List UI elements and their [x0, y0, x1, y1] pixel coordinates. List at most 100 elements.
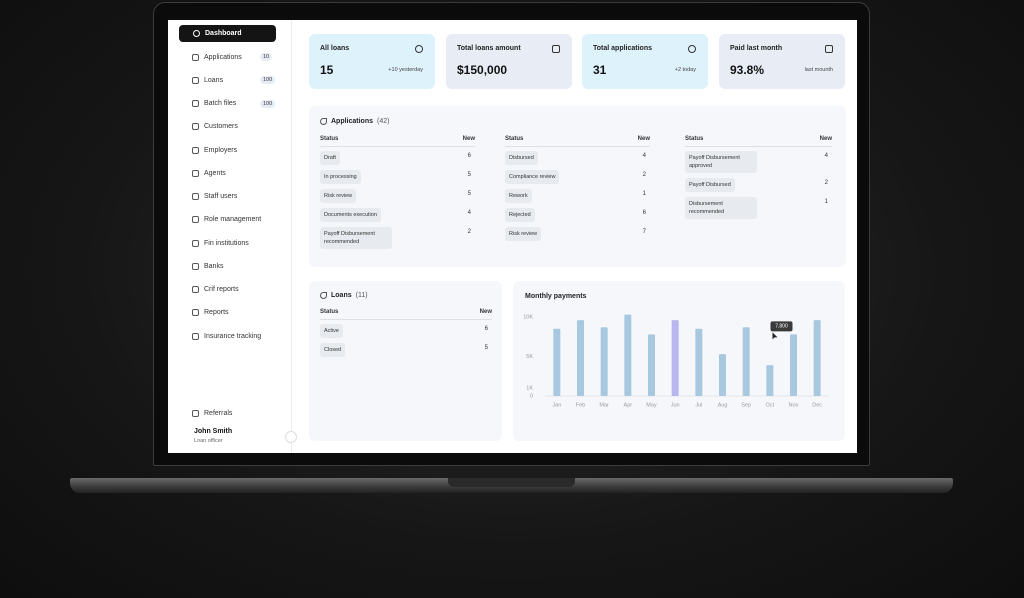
table-row: Draft 6 — [320, 151, 475, 165]
chart-panel: Monthly payments 0 1K 5K 10K Jan Feb Mar Apr May J… — [513, 281, 845, 441]
bar — [790, 334, 797, 396]
status-pill: Active — [320, 324, 343, 338]
x-tick-label: Oct — [766, 402, 775, 408]
bar — [577, 320, 584, 396]
laptop-notch — [448, 478, 575, 487]
panel-count: (42) — [377, 118, 390, 125]
status-pill: Rejected — [505, 208, 535, 222]
header-cell: Status — [505, 136, 524, 142]
sidebar: Dashboard Referrals John Smith Loan offi… — [168, 20, 297, 453]
table-row: Risk review 5 — [320, 189, 475, 203]
icon — [320, 292, 327, 299]
chart: Monthly payments 01K 5K 10K Jan Feb Mar Apr May J… — [523, 293, 829, 408]
cursor — [772, 332, 778, 340]
stat-icon — [415, 45, 423, 53]
table-row: Compliance review 2 — [505, 170, 650, 184]
icon — [192, 169, 199, 177]
user-role: Loan officer — [194, 438, 223, 444]
header-cell: New — [479, 309, 492, 315]
status-pill: Rework — [505, 189, 532, 203]
stat-icon — [552, 45, 560, 53]
x-tick-label: Apr — [624, 402, 633, 408]
icon — [192, 409, 199, 417]
nav-item[interactable]: Staff users — [192, 192, 237, 202]
y-tick-label: 1K — [526, 386, 533, 392]
table-row: Disbursement recommended 1 — [685, 197, 832, 219]
status-pill: Closed — [320, 343, 346, 357]
nav-label: Crif reports — [204, 286, 239, 293]
nav-label: Dashboard — [205, 30, 242, 37]
table-row: Risk review 7 — [505, 227, 650, 241]
header-cell: New — [819, 136, 832, 142]
icon — [192, 309, 199, 317]
nav-item[interactable]: Fin institutions — [192, 238, 249, 248]
nav-item[interactable]: Banks — [192, 261, 223, 271]
y-tick-label: 10K — [523, 314, 533, 320]
status-table: Status New Active 6 Closed 5 — [320, 309, 492, 362]
icon — [192, 53, 199, 61]
status-pill: Disbursement recommended — [685, 197, 757, 219]
panel-title: Loans (11) — [320, 292, 368, 299]
status-table: Status New Draft 6 In processing 5 Risk review… — [320, 136, 475, 254]
icon — [320, 118, 327, 125]
nav-label: Batch files — [204, 100, 237, 107]
nav-label: Insurance tracking — [204, 332, 262, 340]
table-row: In processing 5 — [320, 170, 475, 184]
nav-item[interactable]: Loans — [192, 75, 223, 85]
nav-label: Staff users — [204, 193, 238, 200]
nav-label: Role management — [204, 216, 262, 224]
x-tick-label: Jan — [552, 402, 561, 408]
icon — [192, 332, 199, 340]
bar — [695, 328, 703, 396]
collapse-button[interactable] — [285, 431, 297, 443]
icon — [192, 216, 199, 224]
nav-item[interactable]: Reports — [192, 308, 229, 318]
status-pill: Risk review — [505, 227, 542, 241]
x-tick-label: Jun — [671, 402, 680, 408]
icon — [192, 193, 199, 200]
stat-title: Paid last month — [730, 45, 783, 52]
count: 4 — [824, 153, 828, 159]
icon — [192, 100, 199, 107]
count: 1 — [642, 191, 646, 197]
tooltip-label: 7,800 — [775, 324, 788, 330]
icon — [192, 239, 199, 247]
nav-badge: 100 — [260, 99, 276, 108]
stat-card: All loans 15 +10 yesterday — [309, 34, 435, 89]
count: 2 — [642, 172, 646, 178]
nav-label: Employers — [204, 146, 238, 154]
nav-item[interactable]: Agents — [192, 168, 226, 178]
nav-label: Referrals — [204, 409, 233, 417]
user-name: John Smith — [194, 428, 233, 435]
count: 6 — [484, 326, 488, 332]
icon — [192, 286, 199, 293]
nav-item[interactable]: Role management — [192, 215, 261, 225]
nav-item[interactable]: Customers — [192, 122, 238, 132]
count: 7 — [642, 229, 646, 235]
nav-item[interactable]: Employers — [192, 145, 237, 155]
nav-item[interactable]: Insurance tracking — [192, 331, 261, 341]
bar — [600, 327, 608, 396]
x-tick-label: May — [646, 402, 657, 408]
nav-item[interactable]: Batch files — [192, 99, 236, 109]
nav-referrals[interactable]: Referrals — [192, 408, 232, 418]
bar — [671, 320, 679, 396]
nav-badge: 100 — [260, 76, 276, 85]
nav-label: Banks — [204, 262, 224, 270]
bar — [553, 328, 561, 396]
chart-title: Monthly payments — [525, 293, 587, 300]
table-row: Rework 1 — [505, 189, 650, 203]
stat-value: $150,000 — [457, 63, 508, 77]
status-pill: Disbursed — [505, 151, 538, 165]
nav-item[interactable]: Crif reports — [192, 285, 239, 295]
status-table: Status New Payoff Disbursement approved 4 Pa… — [685, 136, 832, 224]
table-row: Payoff Disbursement approved 4 — [685, 151, 832, 173]
bar — [719, 354, 726, 396]
bar — [624, 314, 632, 396]
stat-note: +10 yesterday — [388, 67, 423, 73]
table-header: Status New — [320, 309, 492, 320]
nav-dashboard[interactable]: Dashboard — [179, 25, 276, 42]
x-tick-label: Feb — [576, 402, 585, 408]
nav-item[interactable]: Applications — [192, 52, 242, 62]
stat-value: 31 — [593, 63, 607, 77]
